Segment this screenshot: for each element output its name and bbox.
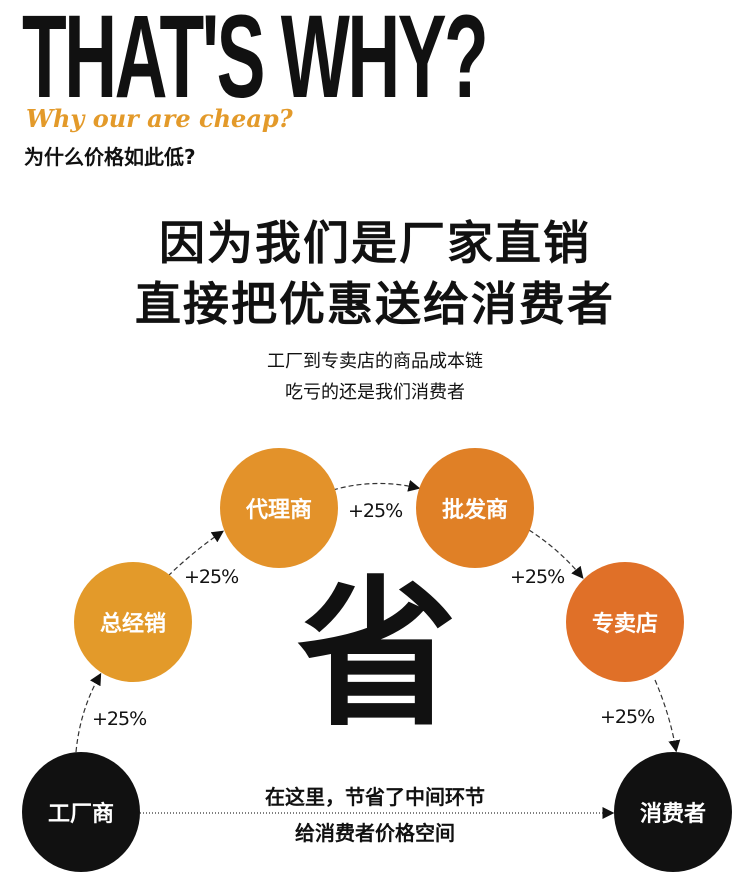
node-general-distributor: 总经销 <box>74 562 192 682</box>
markup-label-3: +25% <box>348 500 403 522</box>
arrow-factory-to-distributor <box>75 672 102 753</box>
headline-line-2: 直接把优惠送给消费者 <box>135 277 615 331</box>
arrow-store-to-consumer <box>654 679 681 753</box>
markup-label-4: +25% <box>510 566 565 588</box>
subtext-line-1: 工厂到专卖店的商品成本链 <box>267 351 483 372</box>
headline-line-1: 因为我们是厂家直销 <box>159 216 591 270</box>
arrow-wholesaler-to-store <box>528 529 584 579</box>
subtitle-chinese: 为什么价格如此低? <box>24 145 196 169</box>
node-consumer: 消费者 <box>614 752 732 872</box>
arrow-distributor-to-agent <box>167 530 224 577</box>
markup-label-1: +25% <box>92 708 147 730</box>
markup-label-2: +25% <box>184 566 239 588</box>
subtext-line-2: 吃亏的还是我们消费者 <box>285 382 465 403</box>
node-agent: 代理商 <box>220 448 338 568</box>
node-store: 专卖店 <box>566 562 684 682</box>
node-factory: 工厂商 <box>22 752 140 872</box>
big-title: THAT'S WHY? <box>22 0 489 123</box>
center-character-save: 省 <box>297 561 458 748</box>
markup-label-5: +25% <box>600 706 655 728</box>
arrow-agent-to-wholesaler <box>332 479 421 492</box>
subtitle-english: Why our are cheap? <box>26 104 293 133</box>
bottom-text-line-2: 给消费者价格空间 <box>295 821 455 845</box>
bottom-text-line-1: 在这里，节省了中间环节 <box>265 785 485 809</box>
node-wholesaler: 批发商 <box>416 448 534 568</box>
